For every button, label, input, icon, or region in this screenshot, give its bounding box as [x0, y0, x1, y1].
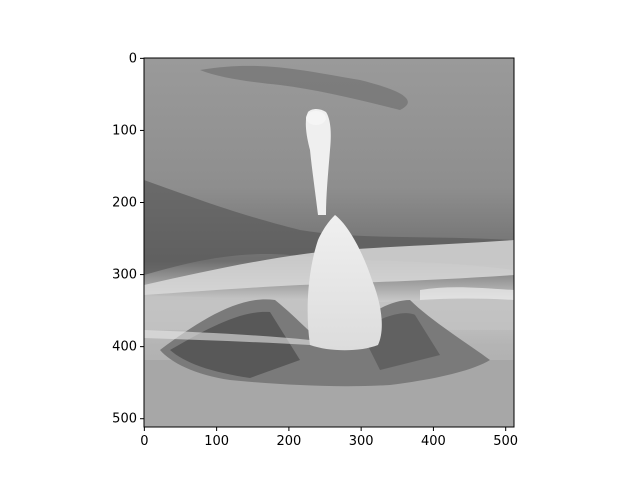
y-axis: 0 100 200 300 400 500: [112, 51, 144, 427]
y-tick-label: 300: [112, 268, 137, 283]
y-tick-label: 100: [112, 123, 137, 138]
x-tick-label: 0: [140, 434, 148, 449]
y-tick-label: 200: [112, 196, 137, 211]
x-tick-label: 100: [204, 434, 229, 449]
x-tick-label: 500: [493, 434, 518, 449]
y-tick-label: 0: [129, 51, 137, 66]
y-tick-label: 400: [112, 340, 137, 355]
x-axis: 0 100 200 300 400 500: [140, 427, 518, 449]
x-tick-label: 300: [349, 434, 374, 449]
image-display: [144, 58, 514, 427]
x-tick-label: 400: [421, 434, 446, 449]
y-tick-label: 500: [112, 412, 137, 427]
x-tick-label: 200: [276, 434, 301, 449]
axes-frame: [143, 57, 515, 428]
